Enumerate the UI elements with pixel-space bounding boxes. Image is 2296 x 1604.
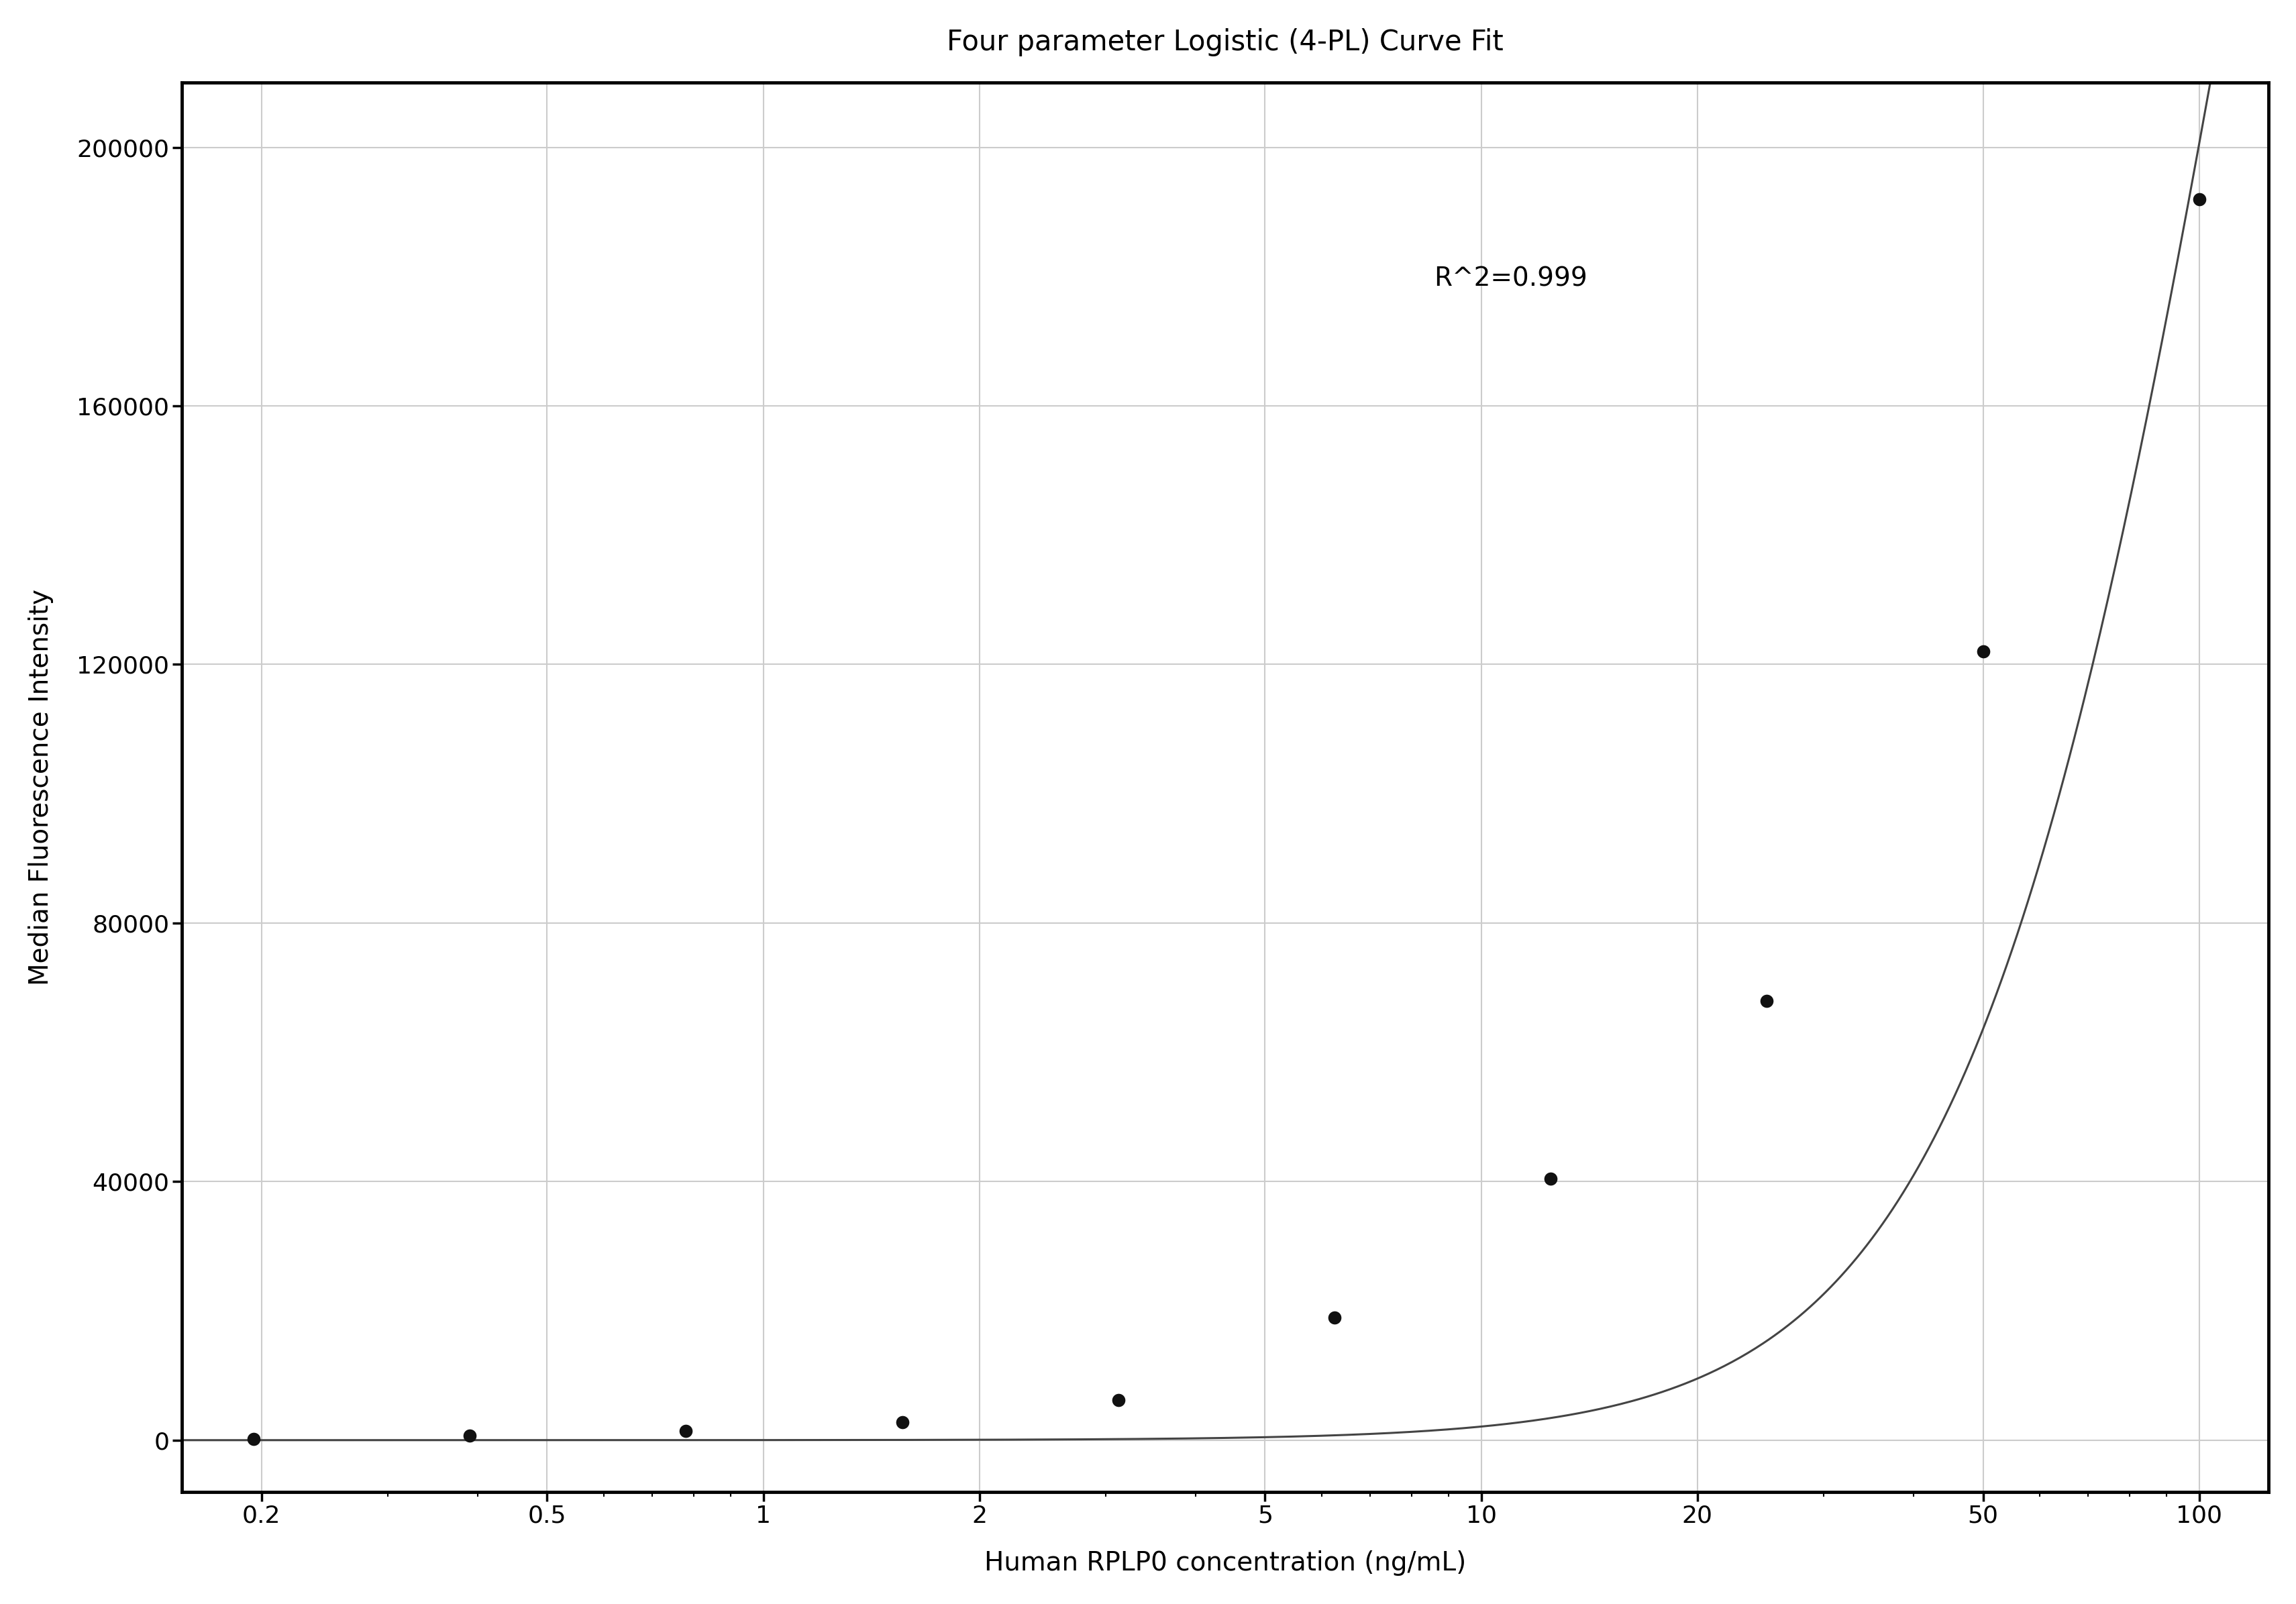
Point <box>884 1410 921 1436</box>
Title: Four parameter Logistic (4-PL) Curve Fit: Four parameter Logistic (4-PL) Curve Fit <box>946 27 1504 56</box>
Point <box>1747 988 1784 1014</box>
Point <box>450 1423 487 1448</box>
Text: R^2=0.999: R^2=0.999 <box>1433 266 1587 292</box>
Point <box>234 1426 271 1452</box>
Point <box>668 1418 705 1444</box>
X-axis label: Human RPLP0 concentration (ng/mL): Human RPLP0 concentration (ng/mL) <box>985 1551 1465 1577</box>
Y-axis label: Median Fluorescence Intensity: Median Fluorescence Intensity <box>28 589 53 985</box>
Point <box>2181 186 2218 212</box>
Point <box>1963 638 2000 664</box>
Point <box>1531 1166 1568 1192</box>
Point <box>1100 1387 1137 1413</box>
Point <box>1316 1304 1352 1330</box>
